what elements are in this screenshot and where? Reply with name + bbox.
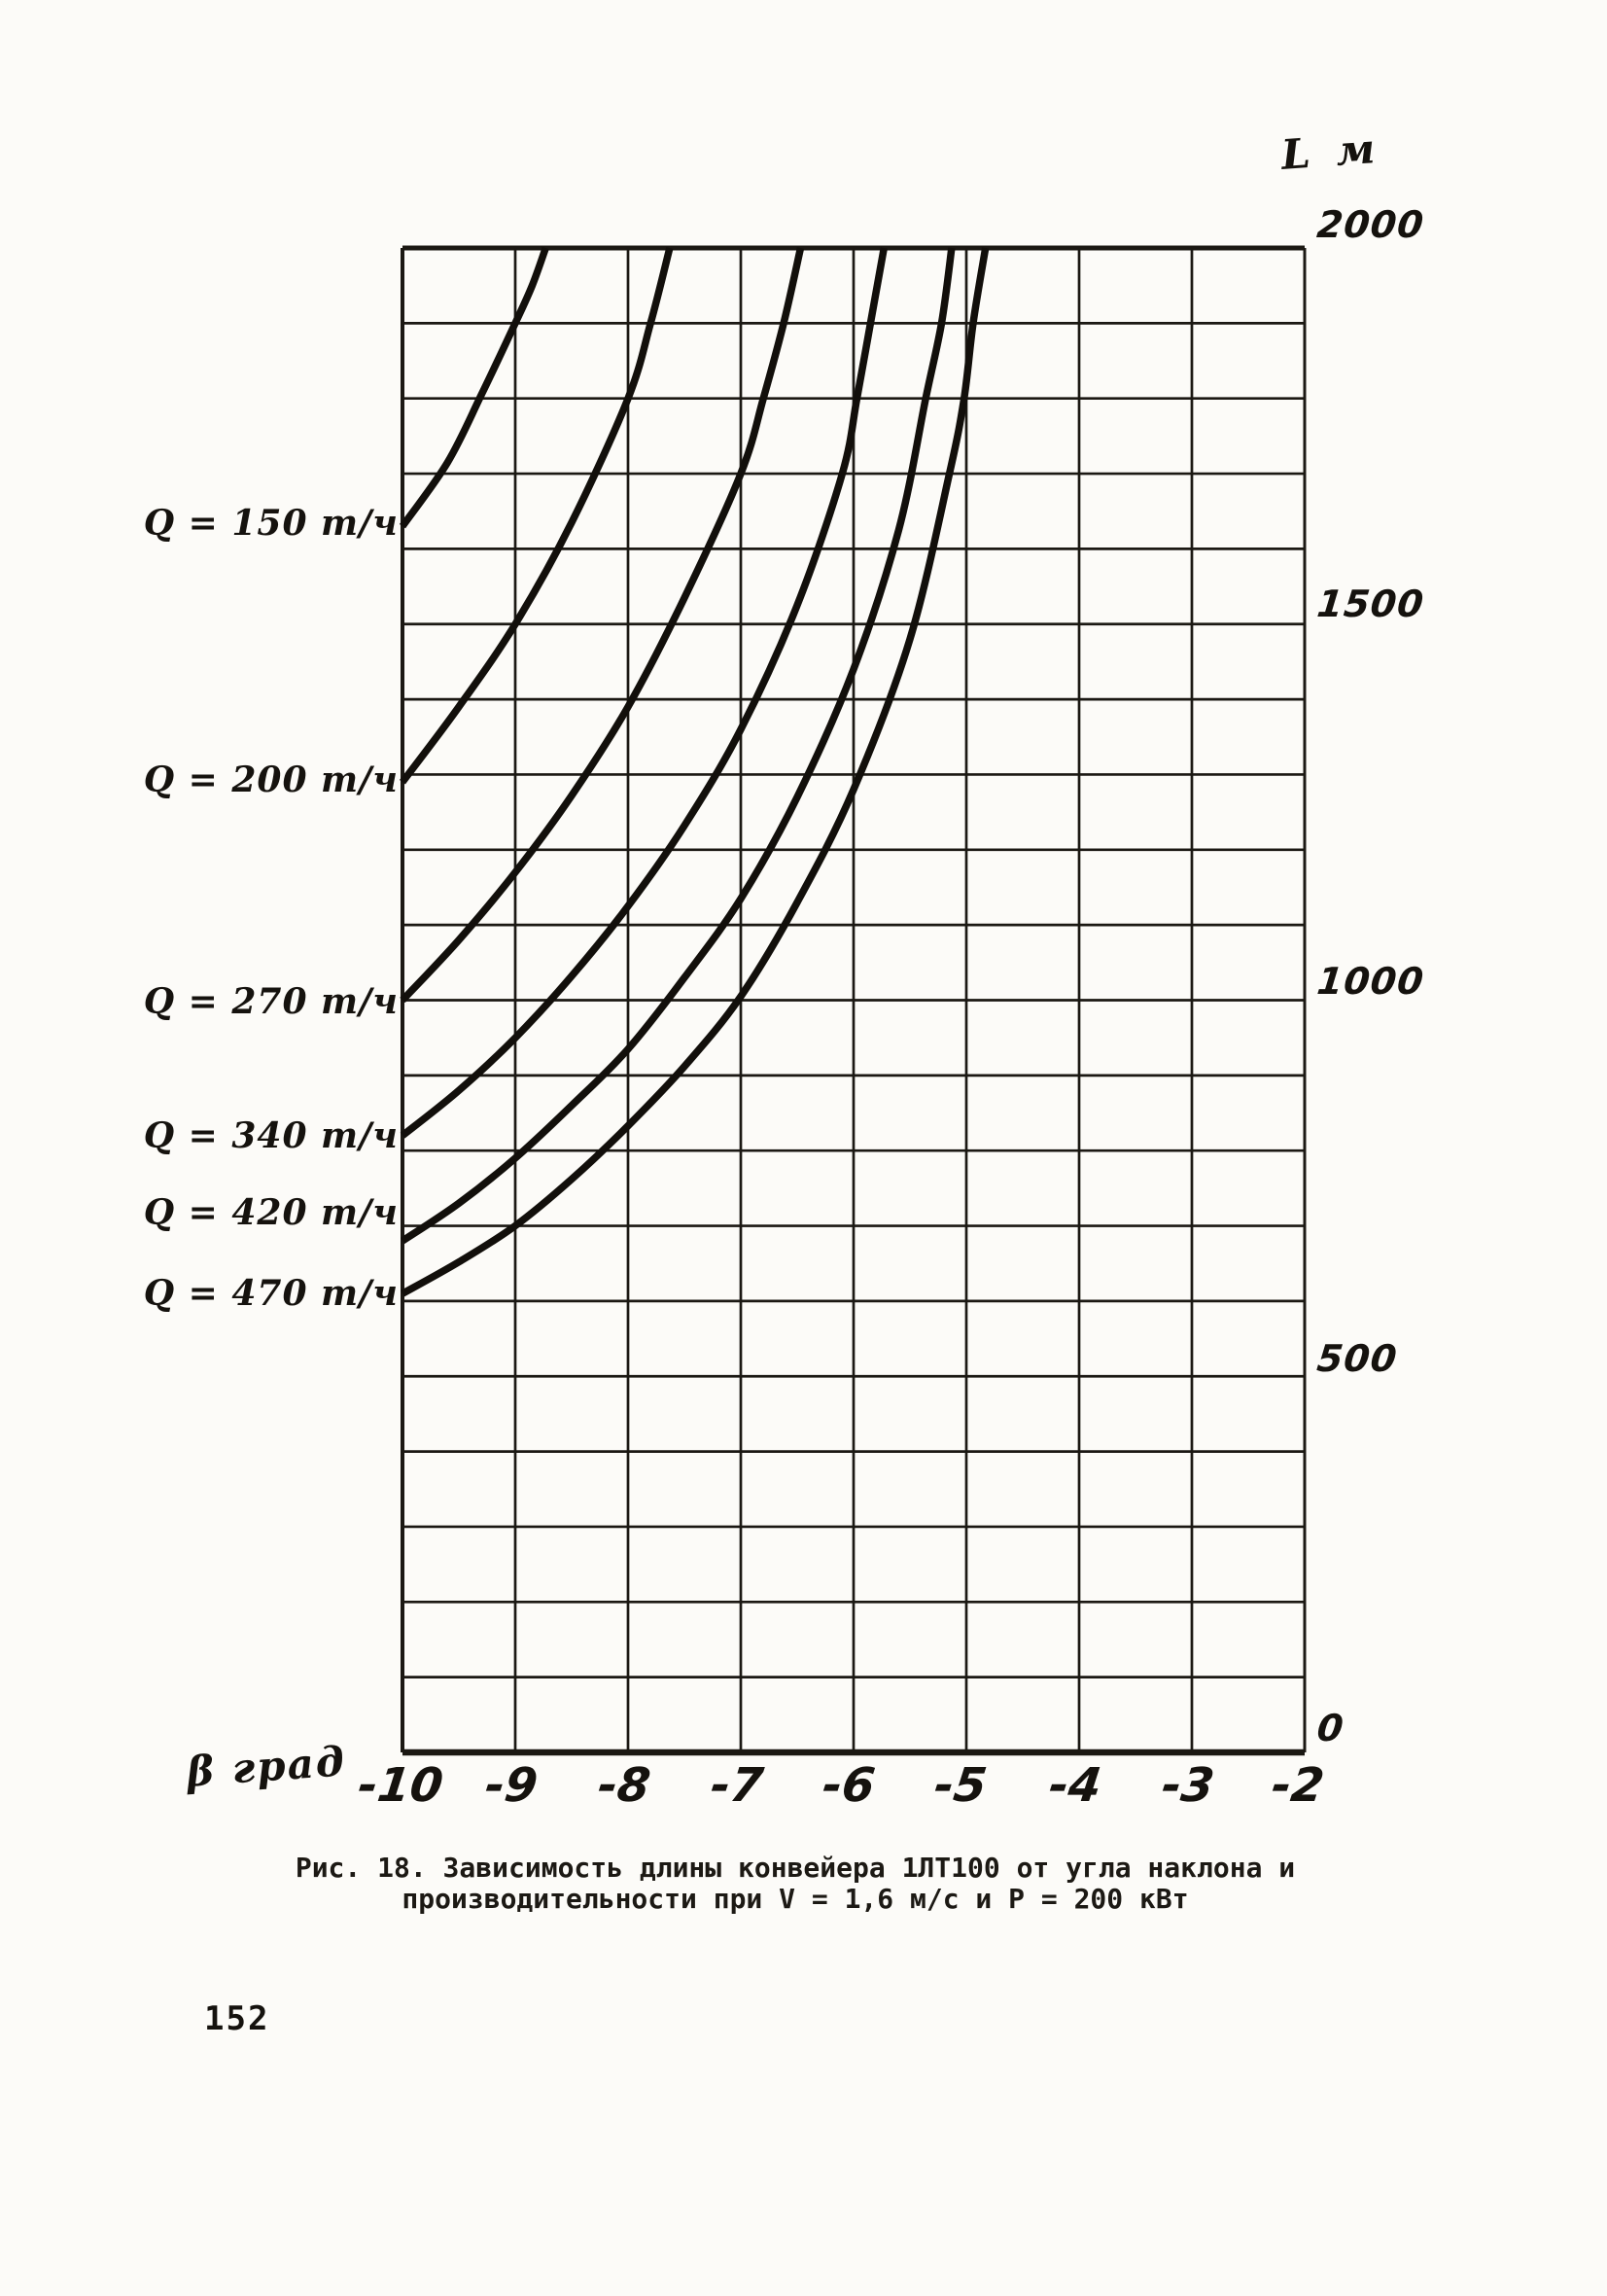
y-tick-0: 0 <box>1314 1707 1346 1749</box>
y-tick-1000: 1000 <box>1314 960 1427 1003</box>
x-tick-minus6: -6 <box>819 1758 879 1813</box>
page-number: 152 <box>204 1999 270 2038</box>
curve-label-q200: Q = 200 т/ч <box>143 759 399 800</box>
series-curve-q470 <box>401 247 990 1297</box>
x-tick-minus3: -3 <box>1158 1758 1218 1813</box>
grid-lines <box>401 245 1307 1756</box>
curve-label-q470: Q = 470 т/ч <box>143 1273 399 1314</box>
y-tick-2000: 2000 <box>1314 203 1427 246</box>
y-axis-unit-label: L м <box>1279 124 1382 179</box>
figure-caption: Рис. 18. Зависимость длины конвейера 1ЛТ… <box>8 1853 1583 1915</box>
series-curve-q420 <box>400 247 956 1245</box>
x-tick-minus8: -8 <box>594 1758 654 1813</box>
x-tick-minus5: -5 <box>930 1758 991 1813</box>
x-tick-minus4: -4 <box>1045 1758 1105 1813</box>
figure-caption-line1: Рис. 18. Зависимость длины конвейера 1ЛТ… <box>295 1852 1296 1884</box>
series-curve-q270 <box>400 247 805 1004</box>
x-tick-minus9: -9 <box>481 1758 541 1813</box>
x-tick-minus10: -10 <box>355 1758 446 1813</box>
curve-label-q420: Q = 420 т/ч <box>143 1192 399 1233</box>
curve-label-q340: Q = 340 т/ч <box>143 1115 399 1156</box>
figure-caption-line2: производительности при V = 1,6 м/с и Р =… <box>402 1883 1189 1915</box>
y-tick-500: 500 <box>1314 1337 1400 1380</box>
y-tick-1500: 1500 <box>1314 583 1427 625</box>
series-curve-q200 <box>400 247 674 785</box>
series-curve-q340 <box>400 247 888 1139</box>
curves <box>399 246 990 1297</box>
curve-label-q270: Q = 270 т/ч <box>143 981 399 1022</box>
x-tick-minus2: -2 <box>1268 1758 1328 1813</box>
curve-label-q150: Q = 150 т/ч <box>143 503 399 544</box>
x-tick-minus7: -7 <box>707 1758 767 1813</box>
series-curve-q150 <box>399 246 549 529</box>
